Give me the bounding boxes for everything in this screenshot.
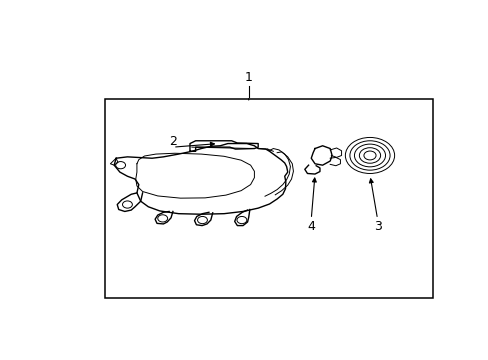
- Text: 1: 1: [244, 71, 252, 84]
- Text: 3: 3: [373, 220, 381, 233]
- Text: 2: 2: [169, 135, 177, 148]
- Text: 4: 4: [306, 220, 315, 233]
- Bar: [104, 99, 432, 298]
